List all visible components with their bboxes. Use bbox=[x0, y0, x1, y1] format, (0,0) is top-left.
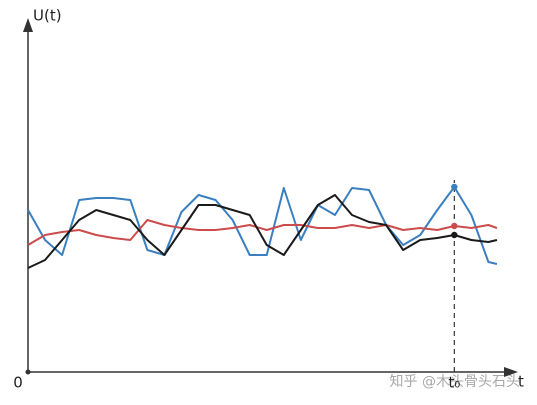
x-tick-label: t₀ bbox=[448, 374, 460, 392]
sample-dot bbox=[451, 183, 458, 191]
x-axis-label: t bbox=[518, 373, 524, 391]
sample-dot bbox=[451, 222, 458, 230]
sample-dot bbox=[451, 231, 458, 239]
y-arrow bbox=[23, 18, 33, 32]
x-arrow bbox=[504, 367, 518, 377]
x-tick-label: 0 bbox=[13, 374, 23, 392]
series-line bbox=[27, 219, 498, 246]
watermark: 知乎 @木头骨头石头 bbox=[390, 373, 520, 390]
series-line bbox=[27, 186, 498, 265]
y-axis-label: U(t) bbox=[33, 7, 62, 25]
series-line bbox=[27, 194, 498, 269]
origin-dot bbox=[25, 369, 31, 375]
